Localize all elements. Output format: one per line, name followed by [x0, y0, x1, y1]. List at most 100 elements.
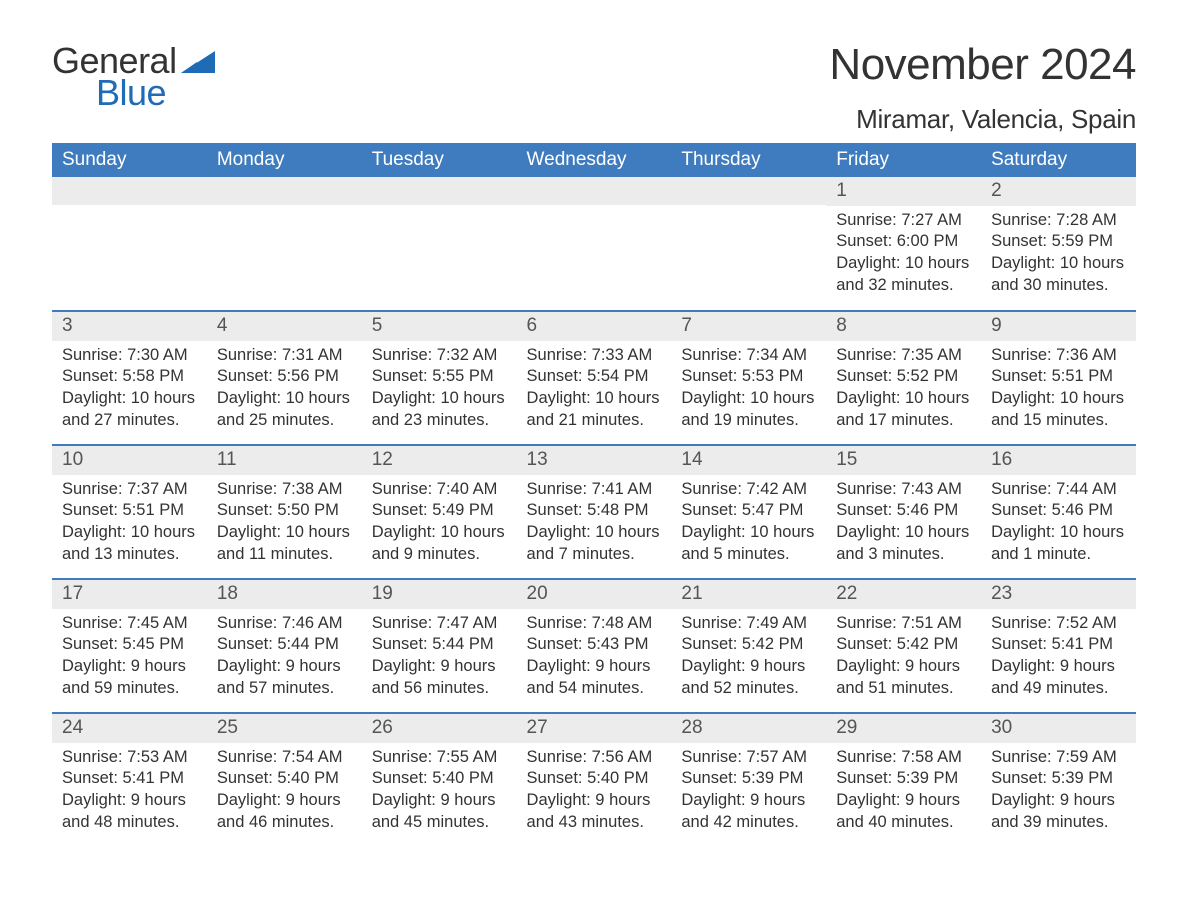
daylight-text: Daylight: 10 hours and 32 minutes. [836, 253, 971, 297]
sunrise-text: Sunrise: 7:32 AM [372, 345, 507, 367]
calendar-cell: 28 Sunrise: 7:57 AMSunset: 5:39 PMDayligh… [671, 713, 826, 847]
daylight-text: Daylight: 9 hours and 42 minutes. [681, 790, 816, 834]
daylight-text: Daylight: 10 hours and 5 minutes. [681, 522, 816, 566]
day-details: Sunrise: 7:40 AMSunset: 5:49 PMDaylight:… [362, 475, 517, 574]
daylight-text: Daylight: 10 hours and 13 minutes. [62, 522, 197, 566]
calendar-cell: 27Sunrise: 7:56 AMSunset: 5:40 PMDayligh… [517, 713, 672, 847]
day-details: Sunrise: 7:31 AMSunset: 5:56 PMDaylight:… [207, 341, 362, 440]
sunrise-text: Sunrise: 7:59 AM [991, 747, 1126, 769]
weekday-header: Saturday [981, 143, 1136, 177]
sunrise-text: Sunrise: 7:38 AM [217, 479, 352, 501]
calendar-cell [52, 177, 207, 311]
calendar-week-row: 1Sunrise: 7:27 AMSunset: 6:00 PMDaylight… [52, 177, 1136, 311]
sunrise-text: Sunrise: 7:52 AM [991, 613, 1126, 635]
sunrise-text: Sunrise: 7:57 AM [681, 747, 816, 769]
calendar-cell: 1Sunrise: 7:27 AMSunset: 6:00 PMDaylight… [826, 177, 981, 311]
sunset-text: Sunset: 5:51 PM [991, 366, 1126, 388]
sunset-text: Sunset: 5:47 PM [681, 500, 816, 522]
daylight-text: Daylight: 9 hours and 54 minutes. [527, 656, 662, 700]
calendar-cell: 5Sunrise: 7:32 AMSunset: 5:55 PMDaylight… [362, 311, 517, 445]
day-details: Sunrise: 7:28 AMSunset: 5:59 PMDaylight:… [981, 206, 1136, 305]
day-number: 28 [671, 714, 826, 743]
day-details: Sunrise: 7:37 AMSunset: 5:51 PMDaylight:… [52, 475, 207, 574]
daylight-text: Daylight: 10 hours and 3 minutes. [836, 522, 971, 566]
calendar-week-row: 3Sunrise: 7:30 AMSunset: 5:58 PMDaylight… [52, 311, 1136, 445]
day-details: Sunrise: 7:46 AMSunset: 5:44 PMDaylight:… [207, 609, 362, 708]
calendar-cell: 21Sunrise: 7:49 AMSunset: 5:42 PMDayligh… [671, 579, 826, 713]
calendar-week-row: 10Sunrise: 7:37 AMSunset: 5:51 PMDayligh… [52, 445, 1136, 579]
sunset-text: Sunset: 5:46 PM [991, 500, 1126, 522]
sunrise-text: Sunrise: 7:53 AM [62, 747, 197, 769]
calendar-cell [362, 177, 517, 311]
empty-day-strip [517, 177, 672, 205]
day-number: 12 [362, 446, 517, 475]
daylight-text: Daylight: 9 hours and 57 minutes. [217, 656, 352, 700]
day-number: 10 [52, 446, 207, 475]
sunrise-text: Sunrise: 7:36 AM [991, 345, 1126, 367]
calendar-cell: 18Sunrise: 7:46 AMSunset: 5:44 PMDayligh… [207, 579, 362, 713]
sunset-text: Sunset: 5:39 PM [681, 768, 816, 790]
daylight-text: Daylight: 10 hours and 30 minutes. [991, 253, 1126, 297]
empty-day-strip [207, 177, 362, 205]
calendar-table: Sunday Monday Tuesday Wednesday Thursday… [52, 143, 1136, 847]
day-number: 22 [826, 580, 981, 609]
calendar-cell: 11Sunrise: 7:38 AMSunset: 5:50 PMDayligh… [207, 445, 362, 579]
daylight-text: Daylight: 10 hours and 7 minutes. [527, 522, 662, 566]
logo-text-blue: Blue [96, 72, 215, 114]
sunset-text: Sunset: 5:42 PM [681, 634, 816, 656]
calendar-cell: 23Sunrise: 7:52 AMSunset: 5:41 PMDayligh… [981, 579, 1136, 713]
day-number: 5 [362, 312, 517, 341]
sunrise-text: Sunrise: 7:35 AM [836, 345, 971, 367]
sunset-text: Sunset: 5:53 PM [681, 366, 816, 388]
day-number: 1 [826, 177, 981, 206]
weekday-header: Tuesday [362, 143, 517, 177]
sunset-text: Sunset: 5:40 PM [527, 768, 662, 790]
sunset-text: Sunset: 6:00 PM [836, 231, 971, 253]
sunset-text: Sunset: 5:50 PM [217, 500, 352, 522]
day-number: 18 [207, 580, 362, 609]
calendar-cell: 26Sunrise: 7:55 AMSunset: 5:40 PMDayligh… [362, 713, 517, 847]
day-details: Sunrise: 7:58 AMSunset: 5:39 PMDaylight:… [826, 743, 981, 842]
calendar-cell: 22Sunrise: 7:51 AMSunset: 5:42 PMDayligh… [826, 579, 981, 713]
calendar-cell: 17Sunrise: 7:45 AMSunset: 5:45 PMDayligh… [52, 579, 207, 713]
daylight-text: Daylight: 10 hours and 9 minutes. [372, 522, 507, 566]
daylight-text: Daylight: 10 hours and 21 minutes. [527, 388, 662, 432]
day-number: 15 [826, 446, 981, 475]
day-details: Sunrise: 7:47 AMSunset: 5:44 PMDaylight:… [362, 609, 517, 708]
day-number: 3 [52, 312, 207, 341]
calendar-cell: 24Sunrise: 7:53 AMSunset: 5:41 PMDayligh… [52, 713, 207, 847]
title-block: November 2024 Miramar, Valencia, Spain [829, 40, 1136, 135]
day-number: 30 [981, 714, 1136, 743]
sunrise-text: Sunrise: 7:43 AM [836, 479, 971, 501]
day-details: Sunrise: 7:43 AMSunset: 5:46 PMDaylight:… [826, 475, 981, 574]
day-number: 4 [207, 312, 362, 341]
daylight-text: Daylight: 10 hours and 1 minute. [991, 522, 1126, 566]
calendar-cell [671, 177, 826, 311]
sunrise-text: Sunrise: 7:56 AM [527, 747, 662, 769]
day-number: 2 [981, 177, 1136, 206]
calendar-week-row: 24Sunrise: 7:53 AMSunset: 5:41 PMDayligh… [52, 713, 1136, 847]
sunset-text: Sunset: 5:54 PM [527, 366, 662, 388]
sunrise-text: Sunrise: 7:41 AM [527, 479, 662, 501]
day-number: 7 [671, 312, 826, 341]
day-details: Sunrise: 7:36 AMSunset: 5:51 PMDaylight:… [981, 341, 1136, 440]
day-number: 23 [981, 580, 1136, 609]
sunrise-text: Sunrise: 7:48 AM [527, 613, 662, 635]
daylight-text: Daylight: 9 hours and 52 minutes. [681, 656, 816, 700]
day-details: Sunrise: 7:45 AMSunset: 5:45 PMDaylight:… [52, 609, 207, 708]
sunrise-text: Sunrise: 7:31 AM [217, 345, 352, 367]
daylight-text: Daylight: 10 hours and 23 minutes. [372, 388, 507, 432]
day-details: Sunrise: 7:52 AMSunset: 5:41 PMDaylight:… [981, 609, 1136, 708]
sunset-text: Sunset: 5:59 PM [991, 231, 1126, 253]
sunrise-text: Sunrise: 7:33 AM [527, 345, 662, 367]
sunrise-text: Sunrise: 7:40 AM [372, 479, 507, 501]
daylight-text: Daylight: 9 hours and 48 minutes. [62, 790, 197, 834]
day-details: Sunrise: 7:48 AMSunset: 5:43 PMDaylight:… [517, 609, 672, 708]
sunset-text: Sunset: 5:49 PM [372, 500, 507, 522]
calendar-cell: 14Sunrise: 7:42 AMSunset: 5:47 PMDayligh… [671, 445, 826, 579]
sunrise-text: Sunrise: 7:55 AM [372, 747, 507, 769]
calendar-cell: 10Sunrise: 7:37 AMSunset: 5:51 PMDayligh… [52, 445, 207, 579]
sunset-text: Sunset: 5:46 PM [836, 500, 971, 522]
day-details: Sunrise: 7:59 AMSunset: 5:39 PMDaylight:… [981, 743, 1136, 842]
sunset-text: Sunset: 5:52 PM [836, 366, 971, 388]
